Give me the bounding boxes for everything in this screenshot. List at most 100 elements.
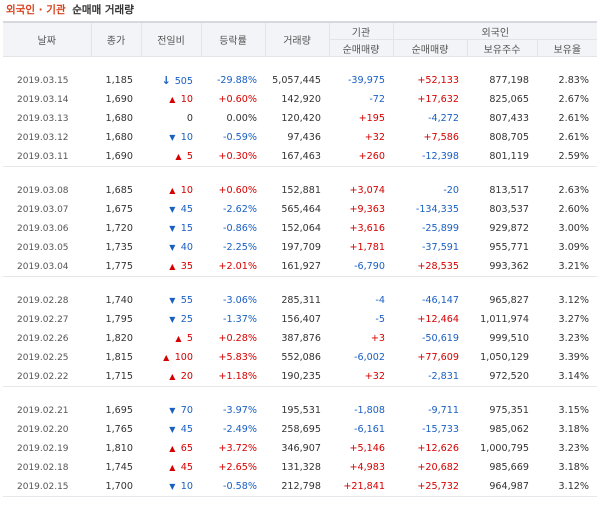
cell-rate: -2.49% bbox=[223, 424, 257, 435]
cell-volume: 190,235 bbox=[265, 367, 329, 387]
cell-foreign-net: +17,632 bbox=[417, 94, 459, 105]
cell-rate: +0.28% bbox=[218, 333, 257, 344]
change-value: 45 bbox=[180, 204, 193, 215]
cell-close: 1,720 bbox=[105, 223, 133, 234]
cell-foreign-net: -9,711 bbox=[428, 405, 459, 416]
arrow-down-icon: ↓ bbox=[161, 74, 171, 87]
change-value: 100 bbox=[174, 352, 193, 363]
cell-foreign-net: -25,899 bbox=[421, 223, 459, 234]
table-row: 2019.03.08 1,685 ▲ 10 +0.60% 152,881 +3,074 -20… bbox=[3, 181, 597, 200]
cell-date: 2019.03.08 bbox=[17, 185, 69, 196]
cell-close: 1,815 bbox=[105, 352, 133, 363]
cell-date: 2019.02.28 bbox=[17, 295, 69, 306]
cell-foreign-net: +77,609 bbox=[417, 352, 459, 363]
cell-change: ▲ 35 bbox=[141, 257, 201, 277]
cell-close: 1,715 bbox=[91, 367, 141, 387]
change-value: 70 bbox=[180, 405, 193, 416]
change-value: 40 bbox=[180, 242, 193, 253]
cell-inst-net: +21,841 bbox=[329, 477, 393, 497]
cell-rate: -2.62% bbox=[223, 204, 257, 215]
cell-foreign-net: +7,586 bbox=[423, 132, 459, 143]
table-row: 2019.03.12 1,680 ▼ 10 -0.59% 97,436 +32 +7,586 8… bbox=[3, 128, 597, 147]
cell-foreign-net: -20 bbox=[443, 185, 459, 196]
cell-foreign-net: +52,133 bbox=[417, 75, 459, 86]
cell-ratio: 3.09% bbox=[558, 242, 590, 253]
cell-change: ▲ 5 bbox=[141, 329, 201, 348]
table-row: 2019.02.26 1,820 ▲ 5 +0.28% 387,876 +3 -50,619 9… bbox=[3, 329, 597, 348]
change-value: 0 bbox=[186, 113, 193, 124]
cell-volume: 120,420 bbox=[281, 113, 321, 124]
col-header-change: 전일비 bbox=[140, 22, 201, 57]
col-header-institution: 기관 bbox=[328, 22, 393, 40]
cell-volume: 285,311 bbox=[281, 295, 321, 306]
cell-volume: 142,920 bbox=[281, 94, 321, 105]
cell-foreign-net: +28,535 bbox=[393, 257, 467, 277]
cell-inst-net: -6,790 bbox=[329, 257, 393, 277]
triangle-up-icon: ▲ bbox=[169, 444, 176, 453]
cell-volume: 5,057,445 bbox=[272, 75, 321, 86]
cell-rate: +2.01% bbox=[201, 257, 265, 277]
table-row: 2019.03.07 1,675 ▼ 45 -2.62% 565,464 +9,363 -13… bbox=[3, 200, 597, 219]
header-row-1: 날짜 종가 전일비 등락률 거래량 기관 외국인 bbox=[3, 22, 598, 57]
cell-inst-net: +1,781 bbox=[349, 242, 385, 253]
cell-date: 2019.03.11 bbox=[3, 147, 91, 167]
cell-rate: +2.65% bbox=[218, 462, 257, 473]
cell-rate: -2.25% bbox=[223, 242, 257, 253]
cell-ratio: 2.61% bbox=[558, 113, 590, 124]
cell-rate: +1.18% bbox=[201, 367, 265, 387]
cell-date: 2019.03.04 bbox=[3, 257, 91, 277]
change-value: 15 bbox=[180, 223, 193, 234]
cell-ratio: 3.15% bbox=[558, 405, 590, 416]
table-row: 2019.02.27 1,795 ▼ 25 -1.37% 156,407 -5 +12,464… bbox=[3, 310, 597, 329]
cell-change: ▲ 10 bbox=[141, 181, 201, 200]
cell-holdings: 803,537 bbox=[489, 204, 529, 215]
group-spacer-cell bbox=[3, 277, 597, 292]
cell-close: 1,740 bbox=[105, 295, 133, 306]
change-value: 5 bbox=[186, 151, 193, 162]
table-row: 2019.02.21 1,695 ▼ 70 -3.97% 195,531 -1,808 -9,… bbox=[3, 401, 597, 420]
header-row-2: 순매매량 순매매량 보유주수 보유율 bbox=[3, 39, 598, 57]
cell-volume: 156,407 bbox=[281, 314, 321, 325]
cell-holdings: 964,987 bbox=[467, 477, 537, 497]
group-spacer bbox=[3, 57, 597, 72]
col-header-foreign: 외국인 bbox=[392, 22, 598, 40]
cell-foreign-net: -15,733 bbox=[421, 424, 459, 435]
triangle-down-icon: ▼ bbox=[169, 406, 176, 415]
cell-holdings: 877,198 bbox=[489, 75, 529, 86]
table-row: 2019.03.05 1,735 ▼ 40 -2.25% 197,709 +1,781 -37… bbox=[3, 238, 597, 257]
cell-holdings: 985,669 bbox=[489, 462, 529, 473]
cell-close: 1,690 bbox=[91, 147, 141, 167]
cell-foreign-net: -12,398 bbox=[393, 147, 467, 167]
cell-date: 2019.02.27 bbox=[17, 314, 69, 325]
cell-holdings: 985,062 bbox=[489, 424, 529, 435]
cell-inst-net: +3,074 bbox=[349, 185, 385, 196]
cell-volume: 565,464 bbox=[281, 204, 321, 215]
triangle-down-icon: ▼ bbox=[169, 205, 176, 214]
cell-change: ▼ 45 bbox=[141, 200, 201, 219]
cell-date: 2019.03.05 bbox=[17, 242, 69, 253]
col-header-date: 날짜 bbox=[3, 22, 91, 57]
cell-volume: 552,086 bbox=[281, 352, 321, 363]
cell-ratio: 2.83% bbox=[558, 75, 590, 86]
cell-date: 2019.02.20 bbox=[17, 424, 69, 435]
col-header-inst-net: 순매매량 bbox=[328, 39, 393, 57]
cell-change: ▲ 100 bbox=[141, 348, 201, 367]
change-value: 65 bbox=[180, 443, 193, 454]
triangle-up-icon: ▲ bbox=[175, 152, 182, 161]
cell-foreign-net: +25,732 bbox=[393, 477, 467, 497]
cell-inst-net: +4,983 bbox=[349, 462, 385, 473]
table-body: 2019.03.15 1,185 ↓ 505 -29.88% 5,057,445 -39,9… bbox=[3, 57, 598, 497]
cell-volume: 167,463 bbox=[265, 147, 329, 167]
cell-volume: 161,927 bbox=[265, 257, 329, 277]
triangle-up-icon: ▲ bbox=[169, 262, 176, 271]
triangle-down-icon: ▼ bbox=[169, 296, 176, 305]
change-value: 10 bbox=[180, 94, 193, 105]
cell-volume: 212,798 bbox=[265, 477, 329, 497]
table-row: 2019.03.06 1,720 ▼ 15 -0.86% 152,064 +3,616 -25… bbox=[3, 219, 597, 238]
change-value: 45 bbox=[180, 462, 193, 473]
cell-close: 1,735 bbox=[105, 242, 133, 253]
cell-ratio: 3.21% bbox=[537, 257, 598, 277]
cell-holdings: 1,011,974 bbox=[480, 314, 529, 325]
triangle-down-icon: ▼ bbox=[169, 133, 176, 142]
cell-volume: 387,876 bbox=[281, 333, 321, 344]
